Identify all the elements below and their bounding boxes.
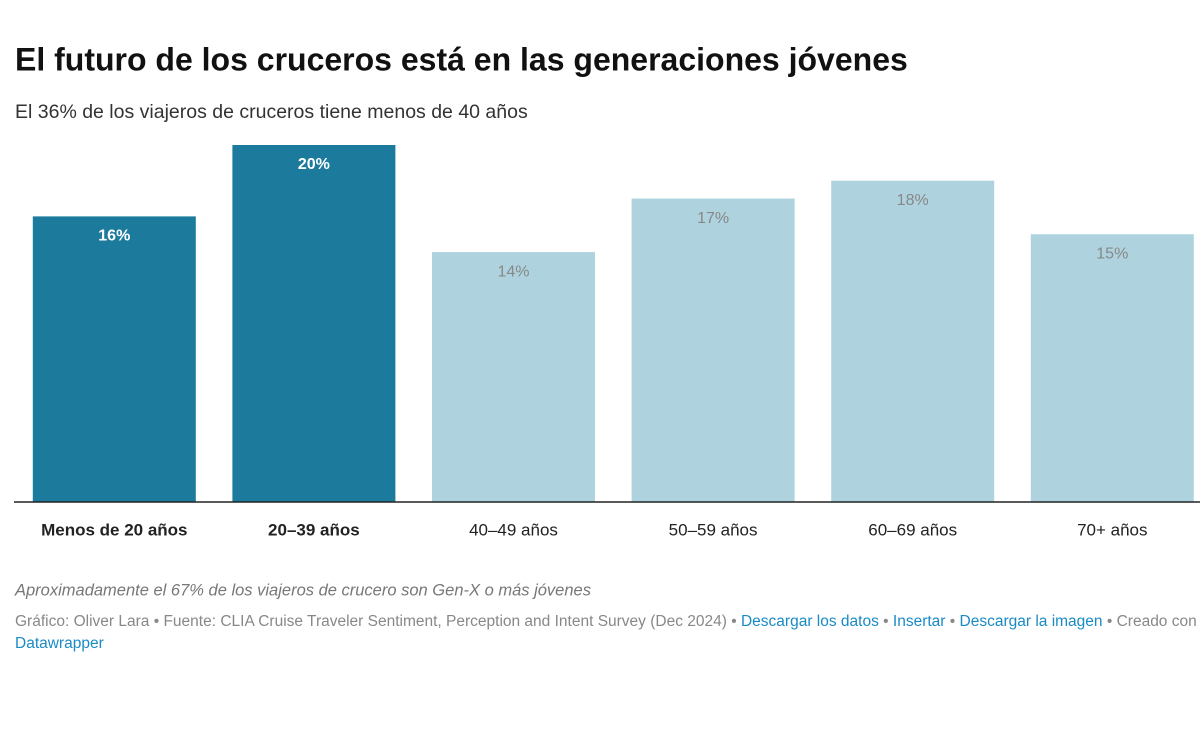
link[interactable]: Datawrapper [15,635,104,652]
separator: • [883,613,889,630]
value-label: 20% [298,156,330,173]
separator: • [731,613,737,630]
chart-note: Aproximadamente el 67% de los viajeros d… [14,581,591,599]
x-tick-label: 50–59 años [669,520,758,539]
x-tick-label: 70+ años [1077,520,1147,539]
chart: El futuro de los cruceros está en las ge… [14,41,1200,599]
chart-subtitle: El 36% de los viajeros de cruceros tiene… [15,101,528,123]
value-label: 16% [98,228,130,245]
x-tick-label: Menos de 20 años [41,520,187,539]
x-tick-label: 60–69 años [868,520,957,539]
bar [232,145,396,502]
credit: Creado con [1116,613,1197,630]
chart-title: El futuro de los cruceros está en las ge… [15,41,908,77]
byline: Gráfico: Oliver Lara [15,613,150,630]
x-tick-label: 20–39 años [268,520,360,539]
separator: • [949,613,956,630]
value-label: 14% [497,263,529,280]
link[interactable]: Descargar los datos [740,613,879,630]
separator: • [153,613,160,630]
bar [1030,234,1194,502]
link[interactable]: Descargar la imagen [959,613,1103,630]
value-label: 15% [1096,245,1128,262]
footer: Gráfico: Oliver Lara • Fuente: CLIA Crui… [15,611,1200,655]
bar [432,252,595,502]
source: Fuente: CLIA Cruise Traveler Sentiment, … [163,613,727,630]
x-tick-label: 40–49 años [469,520,558,539]
bar [831,180,995,502]
bar [631,198,795,503]
value-label: 18% [897,192,929,209]
bar [32,216,196,502]
value-label: 17% [697,210,729,227]
link[interactable]: Insertar [892,613,946,630]
separator: • [1106,613,1113,630]
